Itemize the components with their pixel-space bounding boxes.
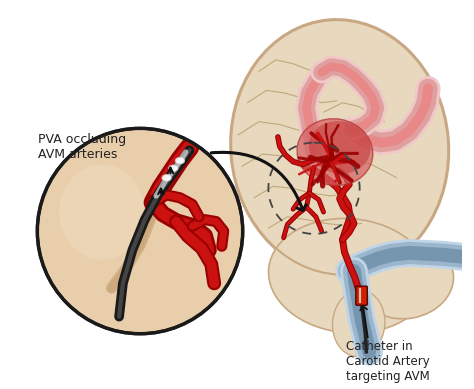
Text: PVA occluding
AVM arteries: PVA occluding AVM arteries: [38, 133, 127, 161]
Ellipse shape: [332, 290, 385, 356]
Ellipse shape: [162, 175, 172, 181]
Ellipse shape: [59, 165, 145, 259]
Ellipse shape: [359, 242, 454, 319]
Ellipse shape: [175, 158, 185, 164]
Ellipse shape: [169, 165, 178, 172]
Circle shape: [37, 128, 243, 334]
Ellipse shape: [230, 19, 449, 275]
Ellipse shape: [269, 219, 430, 333]
Text: Catheter in
Carotid Artery
targeting AVM: Catheter in Carotid Artery targeting AVM: [346, 340, 430, 384]
Ellipse shape: [309, 121, 371, 173]
FancyBboxPatch shape: [356, 286, 367, 305]
Ellipse shape: [297, 119, 373, 186]
